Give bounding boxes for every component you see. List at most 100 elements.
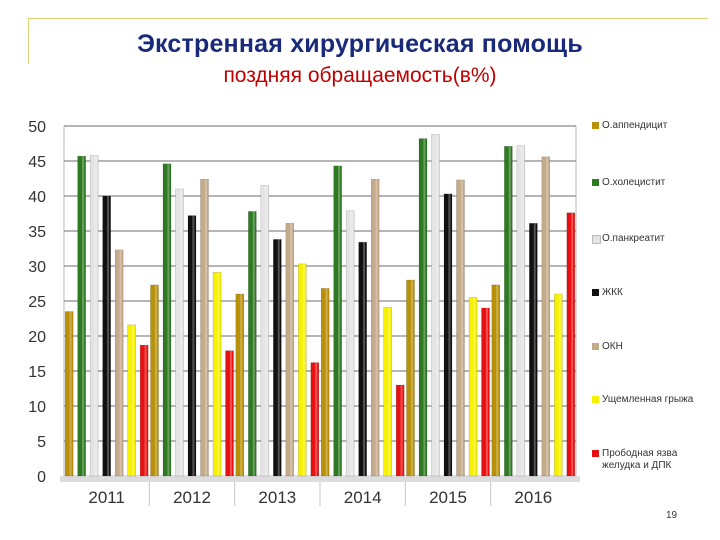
bar-highlight (204, 179, 207, 476)
chart-floor (60, 476, 580, 482)
bar (358, 241, 367, 477)
bar-highlight (410, 280, 413, 476)
bar-highlight (69, 311, 72, 476)
bar (127, 324, 136, 477)
bar (481, 307, 490, 477)
legend-swatch (592, 396, 599, 403)
bar-highlight (265, 185, 268, 476)
x-tick-label: 2015 (429, 488, 467, 507)
bar-highlight (571, 212, 574, 477)
bar (248, 211, 257, 477)
legend-label: ОКН (602, 341, 623, 352)
bar (516, 145, 526, 477)
page-title: Экстренная хирургическая помощь (137, 30, 583, 58)
bar-highlight (252, 211, 255, 476)
bar (320, 288, 330, 477)
y-tick-label: 15 (28, 364, 46, 381)
page-number: 19 (666, 510, 678, 521)
x-tick-label: 2011 (88, 488, 125, 507)
bar (273, 239, 282, 477)
bar (310, 362, 320, 477)
bar-highlight (375, 179, 378, 476)
y-tick-label: 25 (28, 294, 46, 311)
legend-swatch (592, 289, 599, 296)
bar (162, 163, 172, 477)
bar (175, 188, 184, 477)
y-tick-label: 10 (28, 399, 46, 416)
bar-highlight (240, 294, 243, 476)
bar (418, 138, 428, 477)
y-tick-label: 30 (28, 259, 46, 276)
bar-highlight (82, 156, 85, 476)
bar-highlight (388, 307, 391, 476)
legend-swatch (592, 122, 599, 129)
page-subtitle: поздняя обращаемость(в%) (223, 64, 497, 87)
legend-swatch (592, 179, 599, 186)
bar (431, 134, 440, 477)
bar (370, 178, 380, 477)
bar (541, 156, 551, 477)
bar (406, 279, 415, 477)
y-tick-label: 0 (37, 469, 46, 486)
legend-swatch (592, 450, 599, 457)
x-tick-label: 2013 (258, 488, 296, 507)
bar-highlight (179, 189, 182, 476)
bar-highlight (154, 284, 157, 476)
legend-label: Прободная язва желудка и ДПК (602, 448, 678, 471)
bar-highlight (448, 193, 451, 476)
bar-highlight (338, 165, 341, 476)
bar-highlight (485, 308, 488, 476)
bar (554, 293, 563, 477)
bar-highlight (423, 138, 426, 476)
y-tick-label: 45 (28, 154, 46, 171)
bar (114, 249, 124, 477)
bar (395, 384, 405, 477)
bar-highlight (217, 272, 220, 476)
bar-highlight (302, 263, 305, 476)
bar (139, 344, 149, 477)
bar (504, 146, 513, 477)
bar-highlight (325, 288, 328, 476)
y-tick-label: 20 (28, 329, 46, 346)
bar (150, 284, 159, 477)
bar (212, 272, 222, 477)
legend-swatch (592, 343, 599, 350)
bar (64, 311, 74, 477)
bar-highlight (94, 155, 97, 476)
legend-label: О.панкреатит (602, 233, 665, 244)
legend-label: ЖКК (602, 287, 623, 298)
bar (298, 263, 307, 477)
bar (529, 223, 538, 477)
bar-highlight (473, 297, 476, 476)
legend-swatch (592, 235, 601, 244)
bar (285, 223, 295, 477)
bar-highlight (546, 156, 549, 477)
bar (77, 155, 86, 477)
bar (383, 307, 392, 477)
bar (102, 195, 111, 477)
bar-highlight (350, 210, 353, 476)
bar-highlight (132, 324, 135, 476)
x-tick-label: 2012 (173, 488, 211, 507)
bar-highlight (363, 242, 366, 476)
bar (468, 297, 478, 477)
bar-highlight (460, 179, 463, 476)
bar (491, 284, 501, 477)
y-tick-label: 5 (37, 434, 46, 451)
bar (566, 212, 576, 477)
x-tick-label: 2014 (344, 488, 382, 507)
bar (333, 165, 342, 477)
left-decorative-line (28, 18, 29, 64)
bar-highlight (229, 350, 232, 476)
bar-highlight (400, 385, 403, 476)
bar (345, 210, 355, 477)
bar (200, 178, 209, 477)
bar-highlight (277, 239, 280, 476)
bar-highlight (521, 145, 524, 476)
bar (260, 185, 270, 477)
legend-label: О.холецистит (602, 177, 666, 188)
bar-highlight (435, 134, 438, 476)
bar-highlight (496, 284, 499, 476)
bar (187, 215, 197, 477)
bar-highlight (107, 196, 110, 476)
